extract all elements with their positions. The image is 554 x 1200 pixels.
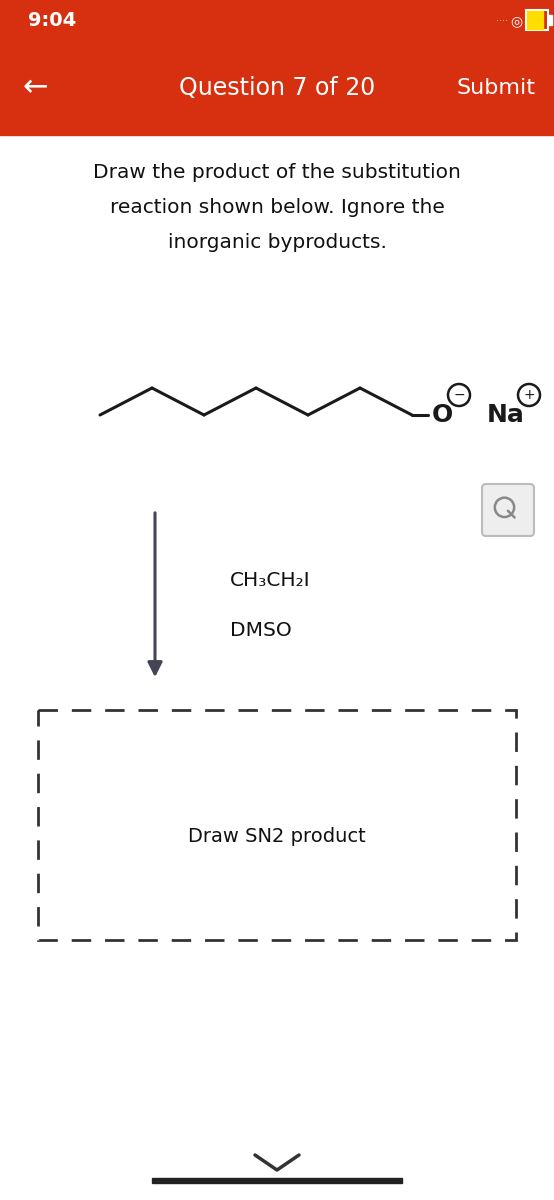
Bar [0,0,554,40]
FancyBboxPatch shape [482,484,534,536]
Bar [38,710,516,940]
Text: ····: ···· [496,16,508,25]
Bar [152,1178,402,1183]
Text: ←: ← [22,73,48,102]
Text: reaction shown below. Ignore the: reaction shown below. Ignore the [110,198,444,217]
Text: −: − [453,388,465,402]
Bar [548,16,552,25]
Text: inorganic byproducts.: inorganic byproducts. [167,233,387,252]
Text: Na: Na [487,403,525,427]
Text: CH₃CH₂I: CH₃CH₂I [230,570,311,589]
Bar [0,40,554,134]
Text: Draw the product of the substitution: Draw the product of the substitution [93,163,461,182]
Bar [527,11,543,29]
Text: O: O [432,403,453,427]
Text: Question 7 of 20: Question 7 of 20 [179,76,375,100]
Text: Draw SN2 product: Draw SN2 product [188,827,366,846]
Bar [526,10,548,30]
Text: DMSO: DMSO [230,620,292,640]
Text: 9:04: 9:04 [28,11,76,30]
Text: +: + [523,388,535,402]
Text: ◎: ◎ [510,13,522,28]
Text: Submit: Submit [457,78,536,97]
